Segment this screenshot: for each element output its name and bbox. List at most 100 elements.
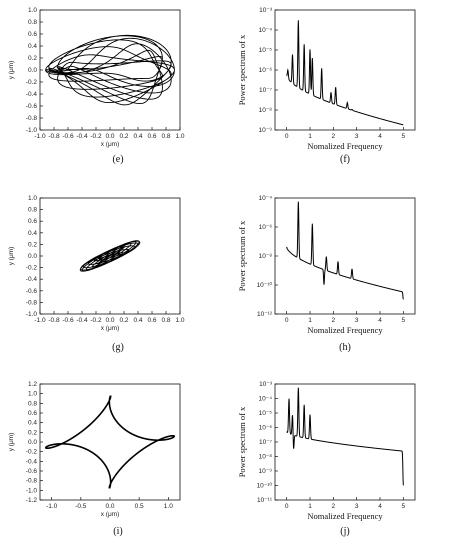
- y-tick-label: 10⁻⁵: [259, 410, 273, 417]
- panel-caption: (h): [339, 342, 351, 353]
- x-tick-label: 0.8: [161, 317, 170, 324]
- x-tick-label: -1.0: [46, 503, 58, 510]
- y-tick-label: 0.2: [28, 241, 37, 248]
- y-tick-label: -0.2: [26, 265, 38, 272]
- panel-caption: (f): [340, 154, 350, 165]
- x-tick-label: -0.2: [90, 133, 102, 140]
- y-tick-label: 10⁻⁵: [259, 47, 273, 54]
- x-tick-label: -1.0: [34, 317, 46, 324]
- panel-e-phase-portrait: -1.0 -0.8 -0.6 -0.4 -0.2 0.0 0.2 0.4 0.6 0.8 1.0-1…: [8, 7, 185, 165]
- x-tick-label: 4: [378, 317, 382, 324]
- x-tick-label: 0.2: [119, 317, 128, 324]
- y-tick-label: 0.6: [28, 218, 37, 225]
- y-tick-label: 1.0: [28, 195, 37, 202]
- y-tick-label: 10⁻¹²: [257, 311, 273, 318]
- y-tick-label: 0.4: [28, 420, 37, 427]
- y-tick-label: -1.0: [26, 127, 38, 134]
- y-tick-label: 0.0: [28, 253, 37, 260]
- x-tick-label: -1.0: [34, 133, 46, 140]
- x-tick-label: -0.4: [76, 133, 88, 140]
- y-axis-label: Power spectrum of x: [237, 406, 247, 477]
- y-tick-label: 10⁻¹¹: [257, 497, 273, 504]
- y-axis-label: Power spectrum of x: [237, 34, 247, 105]
- y-tick-label: 10⁻⁸: [259, 107, 273, 114]
- y-tick-label: 10⁻⁸: [259, 253, 273, 260]
- y-tick-label: 10⁻⁹: [259, 127, 273, 134]
- y-tick-label: 10⁻³: [259, 381, 273, 388]
- x-axis-label: x (μm): [101, 141, 120, 148]
- y-tick-label: -1.0: [26, 487, 38, 494]
- x-tick-label: 0.4: [133, 133, 142, 140]
- x-tick-label: 0.0: [105, 133, 114, 140]
- x-tick-label: 1: [308, 133, 312, 140]
- panel-h-power-spectrum: 0 1 2 3 4 5 10⁻¹² 10⁻¹⁰ 10⁻⁸ 10⁻⁶ 10⁻⁴ Nomalized Fr…: [237, 195, 416, 353]
- x-tick-label: 3: [355, 317, 359, 324]
- trajectory-curve: [79, 240, 141, 272]
- y-tick-label: 10⁻¹⁰: [257, 482, 273, 490]
- panel-caption: (e): [112, 154, 123, 165]
- y-axis-label: Power spectrum of x: [237, 220, 247, 291]
- spectrum-line: [286, 387, 404, 486]
- x-tick-label: 5: [402, 503, 406, 510]
- y-tick-label: 1.0: [28, 7, 37, 14]
- x-tick-label: -0.6: [62, 133, 74, 140]
- y-axis-label: y (μm): [8, 61, 15, 80]
- y-tick-label: 10⁻⁹: [259, 468, 273, 475]
- x-tick-label: -0.4: [76, 317, 88, 324]
- x-tick-label: 5: [402, 133, 406, 140]
- x-tick-label: 1: [308, 503, 312, 510]
- y-tick-label: 10⁻⁴: [259, 396, 273, 403]
- y-tick-label: 10⁻³: [259, 7, 273, 14]
- x-tick-label: -0.8: [48, 317, 60, 324]
- y-tick-label: -0.2: [26, 449, 38, 456]
- y-tick-label: 0.8: [28, 19, 37, 26]
- y-tick-label: 10⁻⁴: [259, 195, 273, 202]
- x-axis-label: x (μm): [101, 325, 120, 332]
- x-tick-label: -0.5: [75, 503, 87, 510]
- y-tick-label: 0.6: [28, 410, 37, 417]
- y-tick-label: -1.0: [26, 311, 38, 318]
- plot-frame: [274, 9, 416, 131]
- y-tick-label: -0.6: [26, 468, 38, 475]
- x-tick-label: -0.8: [48, 133, 60, 140]
- y-tick-label: 0.2: [28, 429, 37, 436]
- trajectory-curve: [45, 395, 175, 489]
- trajectory-curve: [45, 34, 175, 106]
- y-tick-label: 10⁻⁸: [259, 454, 273, 461]
- y-tick-label: 0.2: [28, 55, 37, 62]
- y-tick-label: -0.6: [26, 288, 38, 295]
- y-tick-label: 10⁻⁷: [259, 439, 273, 446]
- y-tick-label: -0.8: [26, 115, 38, 122]
- y-axis-label: y (μm): [8, 433, 15, 452]
- y-tick-label: 0.4: [28, 230, 37, 237]
- x-axis-label: Nomalized Frequency: [307, 141, 383, 151]
- plot-frame: [274, 383, 416, 501]
- plot-frame: [274, 197, 416, 315]
- y-tick-label: 10⁻⁶: [259, 224, 273, 231]
- y-tick-label: 0.8: [28, 400, 37, 407]
- y-tick-label: -1.2: [26, 497, 38, 504]
- y-tick-label: 1.2: [28, 381, 37, 388]
- y-tick-label: 1.0: [28, 391, 37, 398]
- x-tick-label: 2: [332, 317, 336, 324]
- panel-j-power-spectrum: 0 1 2 3 4 5 10⁻¹¹ 10⁻¹⁰ 10⁻⁹ 10⁻⁸ 10⁻⁷ 10⁻⁶ 10⁻⁵ 10⁻⁴…: [237, 381, 416, 537]
- x-tick-label: 0.6: [147, 317, 156, 324]
- panel-caption: (j): [340, 526, 349, 537]
- x-tick-label: -0.2: [90, 317, 102, 324]
- panel-g-phase-portrait: -1.0 -0.8 -0.6 -0.4 -0.2 0.0 0.2 0.4 0.6 0.8 1.0-1…: [8, 195, 185, 353]
- spectrum-line: [286, 201, 404, 300]
- x-tick-label: 0.6: [147, 133, 156, 140]
- x-tick-label: 4: [378, 503, 382, 510]
- y-tick-label: 10⁻¹⁰: [257, 281, 273, 289]
- y-tick-label: 0.0: [28, 67, 37, 74]
- x-tick-label: 5: [402, 317, 406, 324]
- x-tick-label: 0.5: [135, 503, 144, 510]
- panel-f-power-spectrum: 0 1 2 3 4 5 10⁻⁹ 10⁻⁸ 10⁻⁷ 10⁻⁶ 10⁻⁵ 10⁻⁴ 10⁻³ Nomali…: [237, 7, 416, 165]
- y-tick-label: 10⁻⁶: [259, 67, 273, 74]
- x-axis-label: Nomalized Frequency: [307, 511, 383, 521]
- x-tick-label: 4: [378, 133, 382, 140]
- panel-caption: (i): [113, 526, 122, 537]
- x-tick-label: 1: [308, 317, 312, 324]
- y-tick-label: -0.4: [26, 276, 38, 283]
- x-tick-label: 0: [285, 503, 289, 510]
